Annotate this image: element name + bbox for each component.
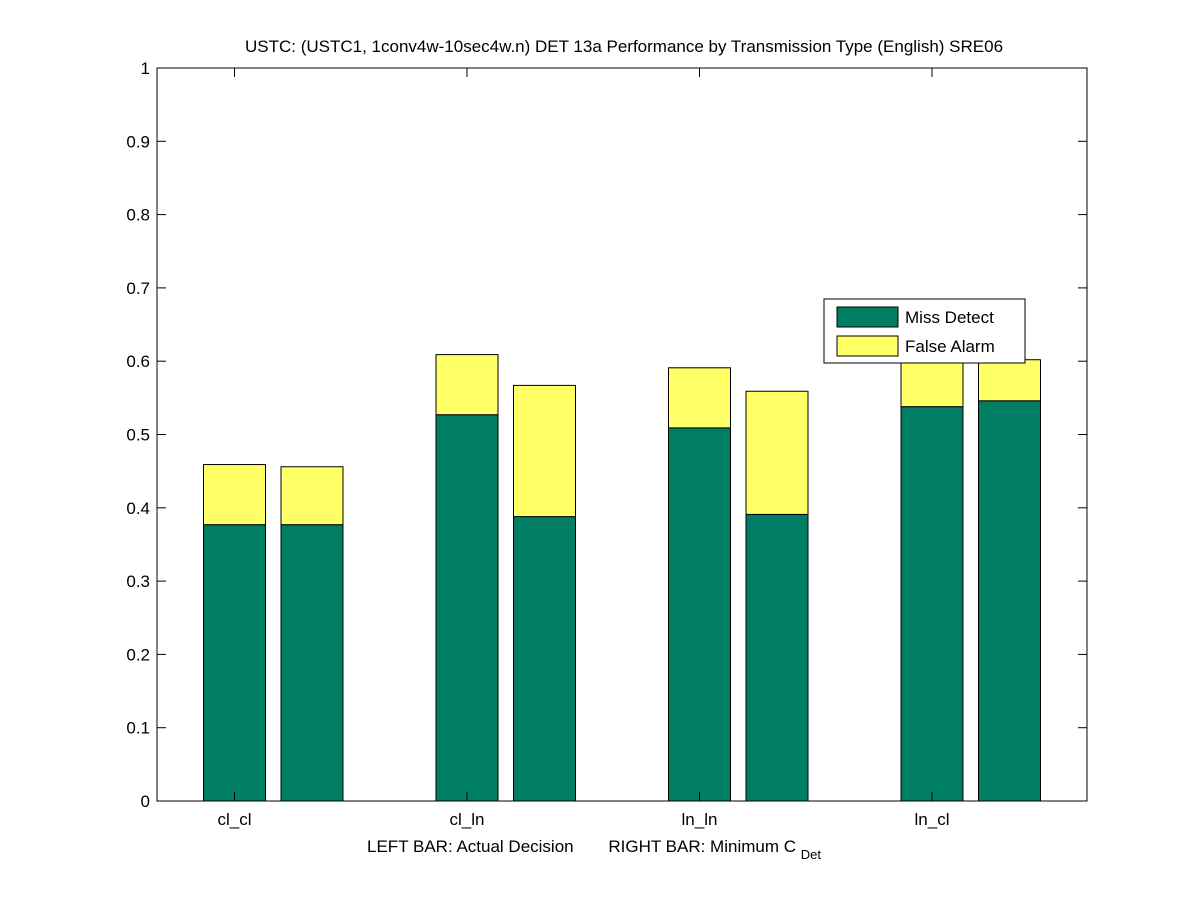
y-tick-label: 1 xyxy=(141,59,150,78)
y-tick-label: 0.8 xyxy=(126,206,150,225)
bar-miss-detect xyxy=(513,516,576,802)
legend-swatch xyxy=(836,306,899,328)
bar-miss-detect xyxy=(668,427,731,802)
bar-false-alarm xyxy=(745,390,809,515)
y-tick-label: 0.2 xyxy=(126,645,150,664)
bar-false-alarm xyxy=(668,367,731,429)
y-tick-label: 0.5 xyxy=(126,426,150,445)
plot-frame xyxy=(156,67,1088,802)
y-tick-label: 0.4 xyxy=(126,499,150,518)
y-tick-label: 0.6 xyxy=(126,352,150,371)
legend-swatch xyxy=(836,335,899,357)
x-tick-label: ln_ln xyxy=(682,810,718,829)
bar-false-alarm xyxy=(280,466,344,526)
bar-false-alarm xyxy=(435,354,499,416)
bar-miss-detect xyxy=(900,406,964,802)
x-axis-label-left: LEFT BAR: Actual Decision xyxy=(367,837,574,856)
x-tick-label: cl_cl xyxy=(217,810,251,829)
legend-label: False Alarm xyxy=(905,337,995,356)
y-tick-label: 0.7 xyxy=(126,279,150,298)
bar-miss-detect xyxy=(745,513,809,802)
x-tick-label: ln_cl xyxy=(915,810,950,829)
bar-false-alarm xyxy=(203,464,266,526)
x-tick-label: cl_ln xyxy=(450,810,485,829)
y-tick-label: 0.9 xyxy=(126,132,150,151)
bar-miss-detect xyxy=(435,414,499,802)
bars xyxy=(203,346,1041,802)
y-tick-label: 0 xyxy=(141,792,150,811)
y-tick-label: 0.3 xyxy=(126,572,150,591)
y-tick-label: 0.1 xyxy=(126,719,150,738)
x-axis-label-right: RIGHT BAR: Minimum C xyxy=(608,837,796,856)
x-axis-label: LEFT BAR: Actual Decision RIGHT BAR: Min… xyxy=(367,837,821,862)
bar-miss-detect xyxy=(280,524,344,802)
axes: 0 0.1 0.2 0.3 0.4 0.5 0.6 0.7 0.8 0.9 1 cl_cl cl_ln l… xyxy=(126,59,949,829)
legend-label: Miss Detect xyxy=(905,308,994,327)
bar-false-alarm xyxy=(513,384,576,518)
bar-miss-detect xyxy=(978,400,1041,802)
x-axis-label-subscript: Det xyxy=(801,847,822,862)
bar-false-alarm xyxy=(978,359,1041,402)
legend: Miss Detect False Alarm xyxy=(823,298,1026,364)
chart-title: USTC: (USTC1, 1conv4w-10sec4w.n) DET 13a… xyxy=(245,37,1003,56)
bar-miss-detect xyxy=(203,524,266,802)
